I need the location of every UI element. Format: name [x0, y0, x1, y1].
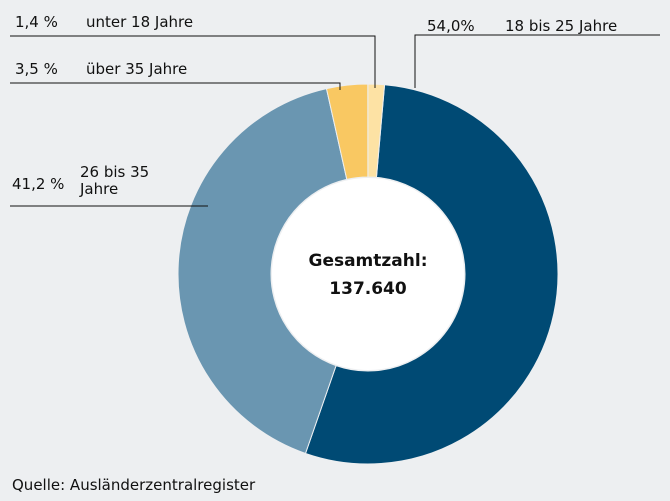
leader-line — [10, 82, 341, 90]
source: Quelle: Ausländerzentralregister — [12, 476, 256, 494]
category-label: 26 bis 35 Jahre — [80, 163, 150, 198]
value-label: 54,0% — [427, 17, 475, 35]
donut-segment — [367, 83, 386, 178]
leader-line — [414, 34, 660, 88]
category-label: 18 bis 25 Jahre — [505, 17, 618, 35]
donut-segment — [177, 87, 348, 455]
value-label: 3,5 % — [15, 60, 58, 78]
center-hole — [272, 178, 464, 370]
leader-line — [10, 35, 376, 88]
category-label: über 35 Jahre — [86, 60, 188, 78]
value-label: 41,2 % — [12, 175, 65, 193]
category-label: unter 18 Jahre — [86, 13, 194, 31]
center-text: Gesamtzahl: — [308, 251, 427, 271]
value-label: 1,4 % — [15, 13, 58, 31]
center-text: 137.640 — [329, 279, 407, 299]
donut-segment — [304, 84, 559, 465]
